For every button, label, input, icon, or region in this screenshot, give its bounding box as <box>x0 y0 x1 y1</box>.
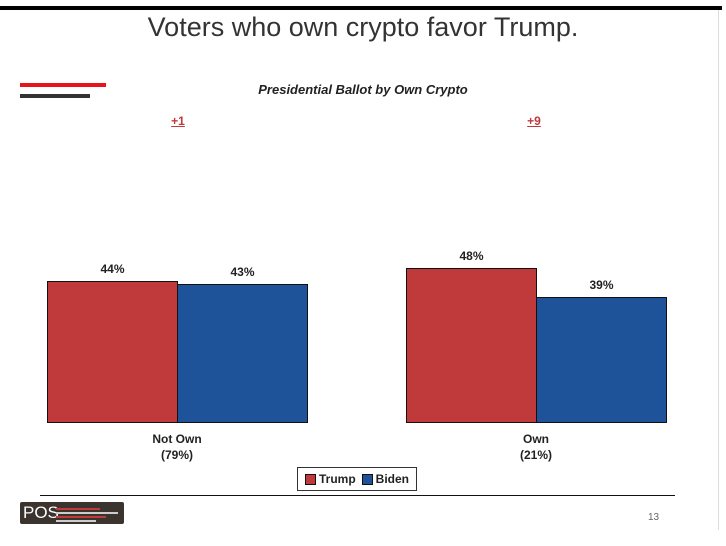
data-label: 43% <box>230 265 255 280</box>
legend-swatch <box>304 474 316 486</box>
right-edge <box>718 10 719 530</box>
category-share: (21%) <box>519 448 553 462</box>
legend-swatch <box>361 474 373 486</box>
page-number: 13 <box>648 512 660 523</box>
data-label: 44% <box>100 261 125 276</box>
data-label: 48% <box>459 248 484 263</box>
pos-logo: POS <box>20 502 124 524</box>
bar-biden <box>177 284 308 423</box>
difference-label: +9 <box>527 114 541 128</box>
data-label: 39% <box>589 278 614 293</box>
slide-title: Voters who own crypto favor Trump. <box>147 12 579 42</box>
legend: Trump Biden <box>297 467 417 491</box>
bar-trump <box>47 280 178 423</box>
legend-item-trump: Trump <box>304 472 356 486</box>
category-share: (79%) <box>160 448 194 462</box>
category-label: Own (21%) <box>520 431 552 463</box>
decor-dark-line <box>20 94 90 98</box>
category-name: Not Own <box>152 432 202 446</box>
bar-trump <box>406 267 537 423</box>
legend-label: Biden <box>375 472 409 486</box>
chart-title: Presidential Ballot by Own Crypto <box>258 82 468 97</box>
footer-rule <box>40 495 675 496</box>
legend-item-biden: Biden <box>361 472 409 486</box>
decor-red-line <box>20 83 106 87</box>
bar-biden <box>536 297 667 423</box>
category-name: Own <box>522 432 549 446</box>
difference-label: +1 <box>171 114 185 128</box>
legend-label: Trump <box>318 472 356 486</box>
top-rule <box>0 6 722 10</box>
category-label: Not Own (79%) <box>152 431 201 463</box>
